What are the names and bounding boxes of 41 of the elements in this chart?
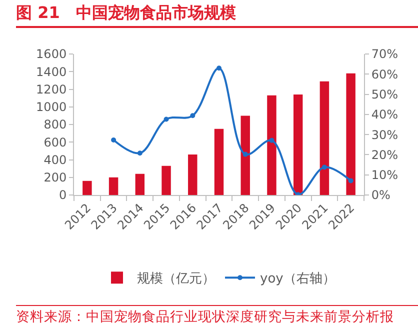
point (216, 66, 222, 71)
legend-label: 规模（亿元） (137, 272, 215, 287)
chart-title: 图 21 中国宠物食品市场规模 (16, 2, 418, 28)
y-tick-label: 0 (58, 188, 67, 202)
y2-tick-label: 40% (371, 108, 398, 122)
bar (188, 154, 198, 195)
y2-tick-label: 60% (371, 67, 398, 82)
point (269, 138, 274, 143)
y-tick-label: 1600 (36, 47, 67, 62)
y-tick-label: 400 (44, 152, 67, 167)
point (242, 152, 248, 157)
y-tick-label: 800 (44, 118, 67, 132)
point (111, 138, 116, 143)
legend-label: yoy（右轴） (260, 272, 336, 287)
bar (214, 128, 224, 195)
bar (135, 174, 145, 195)
bar (293, 94, 303, 195)
point (137, 150, 142, 156)
y-tick-label: 200 (44, 170, 67, 185)
bar (346, 73, 356, 195)
y-tick-label: 1000 (36, 100, 67, 114)
text: 资料来源：中国宠物食品行业现状深度研究与未来前景分析报 (16, 305, 418, 328)
y2-tick-label: 0% (371, 188, 390, 202)
bar (240, 116, 250, 195)
y2-tick-label: 70% (371, 47, 398, 62)
bar (162, 166, 171, 195)
y2-tick-label: 10% (371, 168, 398, 182)
bar (82, 180, 92, 195)
y-tick-label: 1400 (36, 64, 67, 79)
point (322, 164, 327, 170)
y-tick-label: 600 (44, 135, 67, 150)
point (190, 113, 196, 118)
y-tick-label: 1200 (36, 82, 67, 96)
y2-tick-label: 50% (371, 87, 398, 102)
point (348, 178, 354, 184)
y2-tick-label: 20% (371, 148, 398, 162)
y2-tick-label: 30% (371, 128, 398, 142)
bar (320, 81, 330, 195)
bar (108, 177, 118, 195)
point (164, 116, 169, 122)
bar (267, 95, 276, 195)
